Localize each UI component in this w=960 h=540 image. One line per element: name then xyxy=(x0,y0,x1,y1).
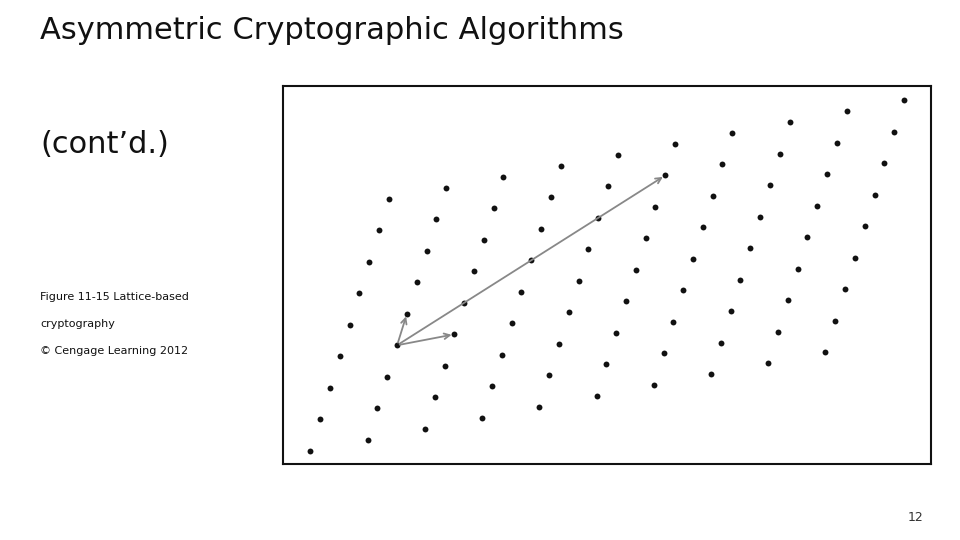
Point xyxy=(790,264,805,273)
Point xyxy=(828,316,843,325)
Point xyxy=(399,309,415,318)
Point xyxy=(504,319,519,328)
Text: (cont’d.): (cont’d.) xyxy=(40,130,169,159)
Point xyxy=(534,225,549,233)
Point xyxy=(372,226,387,234)
Point xyxy=(609,329,624,338)
Point xyxy=(753,212,768,221)
Point xyxy=(342,320,357,329)
Text: © Cengage Learning 2012: © Cengage Learning 2012 xyxy=(40,346,188,356)
Point xyxy=(381,194,396,203)
Point xyxy=(446,330,462,339)
Point xyxy=(370,404,385,413)
Point xyxy=(419,246,434,255)
Point xyxy=(839,107,854,116)
Point xyxy=(897,96,912,104)
Text: cryptography: cryptography xyxy=(40,319,115,329)
Point xyxy=(848,253,863,262)
Point xyxy=(418,424,433,433)
Point xyxy=(809,201,825,210)
Point xyxy=(541,371,557,380)
Point xyxy=(618,297,634,306)
Point xyxy=(820,170,835,178)
Point xyxy=(474,414,490,422)
Point xyxy=(772,149,787,158)
Point xyxy=(762,181,778,190)
Point xyxy=(781,118,797,126)
Text: 12: 12 xyxy=(908,511,924,524)
Point xyxy=(780,296,796,305)
Point xyxy=(704,370,719,379)
Point xyxy=(800,233,815,241)
Point xyxy=(313,415,328,423)
Point xyxy=(760,359,776,367)
Point xyxy=(523,256,539,265)
Point xyxy=(561,308,576,316)
Point xyxy=(665,318,681,326)
Point xyxy=(715,160,731,169)
Point xyxy=(588,392,604,400)
Point xyxy=(886,127,901,136)
Point xyxy=(667,140,683,149)
Point xyxy=(837,285,852,293)
Point xyxy=(723,307,738,315)
Point xyxy=(302,447,318,455)
Point xyxy=(390,341,405,349)
Point xyxy=(685,255,701,264)
Point xyxy=(646,381,661,389)
Point xyxy=(876,159,892,167)
Point xyxy=(437,361,452,370)
Point xyxy=(362,258,377,266)
Point xyxy=(829,138,845,147)
Point xyxy=(514,287,529,296)
Point xyxy=(484,382,499,390)
Point xyxy=(553,161,568,170)
Point xyxy=(532,402,547,411)
Point xyxy=(676,286,691,295)
Point xyxy=(770,327,785,336)
Point xyxy=(439,184,454,192)
Point xyxy=(332,352,348,361)
Point xyxy=(551,340,566,348)
Point xyxy=(867,190,882,199)
Point xyxy=(360,435,375,444)
Point xyxy=(323,383,338,392)
Point xyxy=(857,222,873,231)
Point xyxy=(713,338,729,347)
Point xyxy=(638,234,654,243)
Point xyxy=(351,289,367,298)
Text: Figure 11-15 Lattice-based: Figure 11-15 Lattice-based xyxy=(40,292,189,302)
Point xyxy=(658,171,673,180)
Point xyxy=(705,192,720,200)
Point xyxy=(648,202,663,211)
Point xyxy=(495,172,511,181)
Point xyxy=(743,244,758,252)
Point xyxy=(628,266,643,274)
Point xyxy=(427,393,443,402)
Point xyxy=(656,349,671,358)
Point xyxy=(379,373,395,381)
Point xyxy=(456,299,471,307)
Text: Asymmetric Cryptographic Algorithms: Asymmetric Cryptographic Algorithms xyxy=(40,16,624,45)
Point xyxy=(818,348,833,356)
Point xyxy=(581,245,596,254)
Point xyxy=(599,360,614,369)
Point xyxy=(611,151,626,159)
Point xyxy=(732,275,748,284)
Point xyxy=(429,215,444,224)
Point xyxy=(725,129,740,137)
Point xyxy=(476,235,492,244)
Point xyxy=(486,204,501,213)
Point xyxy=(600,182,615,191)
Point xyxy=(409,278,424,287)
Point xyxy=(695,223,710,232)
Point xyxy=(543,193,559,201)
Point xyxy=(467,267,482,275)
Point xyxy=(494,350,510,359)
Point xyxy=(590,213,606,222)
Point xyxy=(571,276,587,285)
